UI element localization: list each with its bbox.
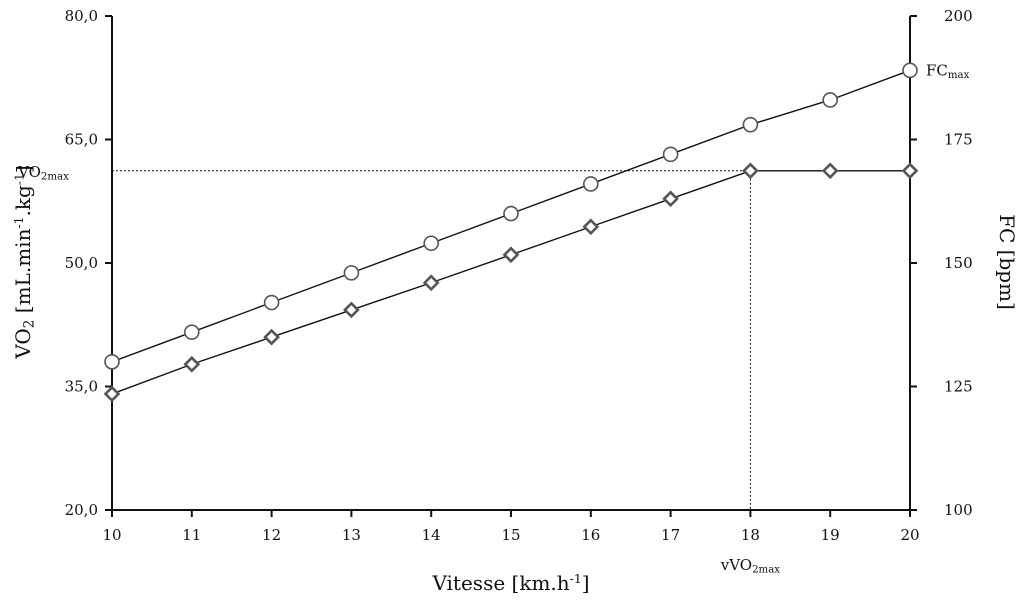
x-tick-label: 19 [821, 526, 840, 544]
circle-point [423, 235, 440, 252]
diamond-point [742, 162, 759, 180]
y-left-axis-title: VO2 [mL.min-1.kg-1] [11, 165, 37, 359]
diamond-point [582, 218, 600, 236]
circle-point [822, 92, 839, 108]
fcmax-label: FCmax [926, 61, 970, 81]
x-tick-label: 13 [342, 526, 361, 544]
x-tick-label: 17 [661, 526, 680, 544]
axes: 10 11 12 13 14 15 16 17 18 19 20 20,0 35,0 50,0 65,0 80… [65, 7, 973, 544]
diamond-point [422, 274, 440, 292]
y-left-tick-label: 50,0 [65, 254, 98, 272]
y-left-tick-label: 20,0 [65, 501, 98, 519]
x-tick-label: 10 [102, 526, 121, 544]
circle-point [263, 294, 280, 311]
circle-point [343, 265, 360, 281]
y-right-tick-label: 200 [944, 7, 973, 25]
y-left-tick-label: 65,0 [65, 131, 98, 149]
y-left-tick-label: 80,0 [65, 7, 98, 25]
reference-lines [112, 170, 751, 510]
x-tick-label: 18 [741, 526, 760, 544]
labels: VO2max FCmax vVO2max Vitesse [km.h-1] VO2 [m… [11, 61, 1019, 595]
diamond-point [901, 162, 919, 180]
diamond-point [502, 246, 520, 264]
y-right-tick-label: 125 [944, 378, 973, 396]
circle-point [902, 62, 918, 79]
diamond-point [343, 301, 360, 319]
y-right-tick-label: 175 [944, 131, 973, 149]
circle-point [503, 205, 519, 222]
diamond-point [662, 190, 679, 208]
x-tick-label: 16 [581, 526, 600, 544]
circle-point [662, 146, 679, 163]
circle-point [184, 324, 200, 340]
x-tick-label: 12 [262, 526, 281, 544]
y-left-tick-label: 35,0 [65, 378, 98, 396]
vo2max-label: VO2max [17, 163, 69, 183]
series-line-2 [111, 170, 910, 395]
diamond-point [103, 385, 121, 403]
x-tick-label: 11 [182, 526, 201, 544]
x-axis-title: Vitesse [km.h-1] [431, 571, 589, 595]
diamond-point [183, 355, 201, 373]
y-right-tick-label: 100 [944, 501, 973, 519]
series-layer [103, 62, 919, 403]
circle-point [582, 176, 599, 192]
diamond-point [821, 162, 839, 180]
x-tick-label: 15 [501, 526, 520, 544]
vvo2max-label: vVO2max [720, 556, 781, 576]
circle-point [104, 353, 120, 370]
y-right-axis-title: FC [bpm] [995, 214, 1019, 310]
x-tick-label: 14 [422, 526, 441, 544]
x-tick-label: 20 [900, 526, 919, 544]
diamond-point [263, 328, 280, 346]
y-right-tick-label: 150 [944, 254, 973, 272]
circle-point [742, 116, 759, 133]
